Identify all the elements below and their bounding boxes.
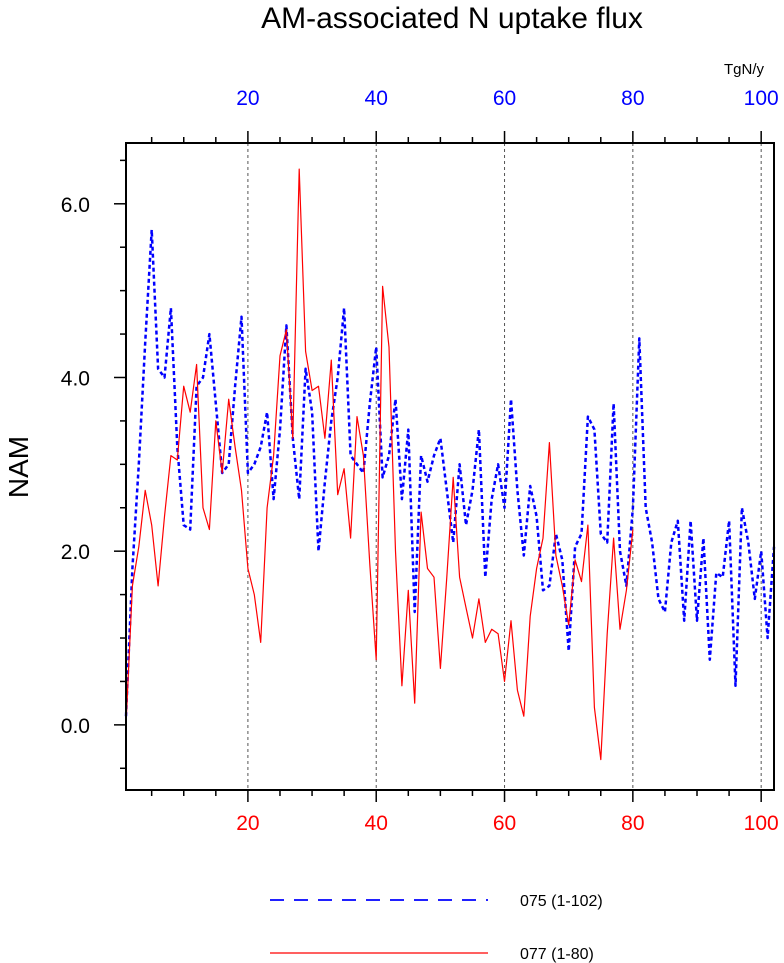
y-tick-label-0.0: 0.0 xyxy=(61,715,90,738)
series-line-077 xyxy=(125,168,634,761)
legend: 075 (1-102) 077 (1-80) xyxy=(270,893,603,963)
ticks xyxy=(114,131,762,802)
top-x-tick-label-20: 20 xyxy=(236,87,259,110)
legend-label-077: 077 (1-80) xyxy=(520,946,594,963)
bottom-x-tick-label-60: 60 xyxy=(493,812,516,835)
y-tick-label-6.0: 6.0 xyxy=(61,194,90,217)
y-tick-label-2.0: 2.0 xyxy=(61,541,90,564)
grid-lines xyxy=(247,143,762,790)
y-tick-label-4.0: 4.0 xyxy=(61,367,90,390)
top-x-tick-label-60: 60 xyxy=(493,87,516,110)
plot-frame xyxy=(125,142,775,791)
chart-title: AM-associated N uptake flux xyxy=(261,2,643,35)
axes xyxy=(125,142,775,791)
top-x-tick-label-80: 80 xyxy=(621,87,644,110)
bottom-x-tick-label-20: 20 xyxy=(236,812,259,835)
top-axis-units: TgN/y xyxy=(724,61,765,78)
top-x-tick-label-100: 100 xyxy=(744,87,779,110)
y-axis-label: NAM xyxy=(3,436,34,498)
series-layer xyxy=(124,168,776,761)
tick-labels: 0.0 2.0 4.0 6.0 20 20 40 40 60 60 80 80 100 100 xyxy=(61,87,779,835)
series-line-075 xyxy=(124,228,776,717)
bottom-x-tick-label-80: 80 xyxy=(621,812,644,835)
legend-label-075: 075 (1-102) xyxy=(520,893,603,910)
bottom-x-tick-label-100: 100 xyxy=(744,812,779,835)
bottom-x-tick-label-40: 40 xyxy=(365,812,388,835)
top-x-tick-label-40: 40 xyxy=(365,87,388,110)
